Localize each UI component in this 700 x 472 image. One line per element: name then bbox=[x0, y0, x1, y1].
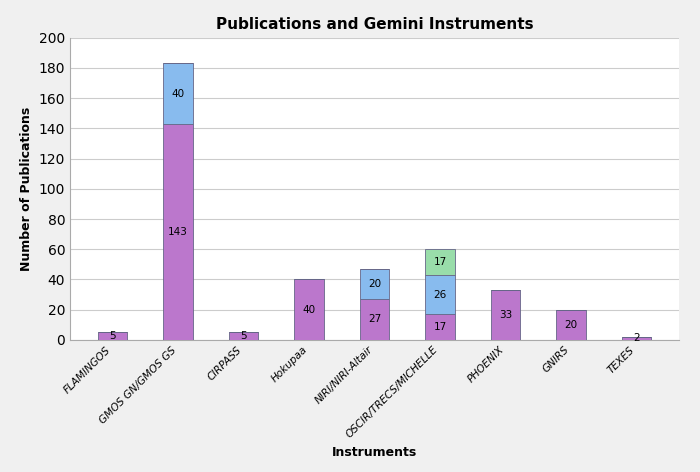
Bar bbox=[360, 269, 389, 299]
Text: 2: 2 bbox=[634, 333, 640, 343]
Bar bbox=[491, 290, 520, 340]
Bar bbox=[622, 337, 651, 340]
Text: 27: 27 bbox=[368, 314, 381, 324]
X-axis label: Instruments: Instruments bbox=[332, 446, 417, 459]
Bar bbox=[556, 310, 586, 340]
Text: 5: 5 bbox=[240, 331, 247, 341]
Text: 40: 40 bbox=[172, 89, 185, 99]
Bar bbox=[229, 332, 258, 340]
Text: 20: 20 bbox=[368, 279, 381, 289]
Bar bbox=[426, 249, 455, 275]
Text: 26: 26 bbox=[433, 289, 447, 300]
Text: 40: 40 bbox=[302, 304, 316, 315]
Title: Publications and Gemini Instruments: Publications and Gemini Instruments bbox=[216, 17, 533, 33]
Bar bbox=[98, 332, 127, 340]
Text: 17: 17 bbox=[433, 322, 447, 332]
Bar bbox=[426, 275, 455, 314]
Text: 5: 5 bbox=[109, 331, 116, 341]
Text: 33: 33 bbox=[499, 310, 512, 320]
Bar bbox=[426, 314, 455, 340]
Bar bbox=[360, 299, 389, 340]
Bar bbox=[294, 279, 323, 340]
Text: 17: 17 bbox=[433, 257, 447, 267]
Bar bbox=[163, 124, 193, 340]
Text: 20: 20 bbox=[564, 320, 578, 330]
Text: 143: 143 bbox=[168, 227, 188, 237]
Y-axis label: Number of Publications: Number of Publications bbox=[20, 107, 33, 271]
Bar bbox=[163, 63, 193, 124]
